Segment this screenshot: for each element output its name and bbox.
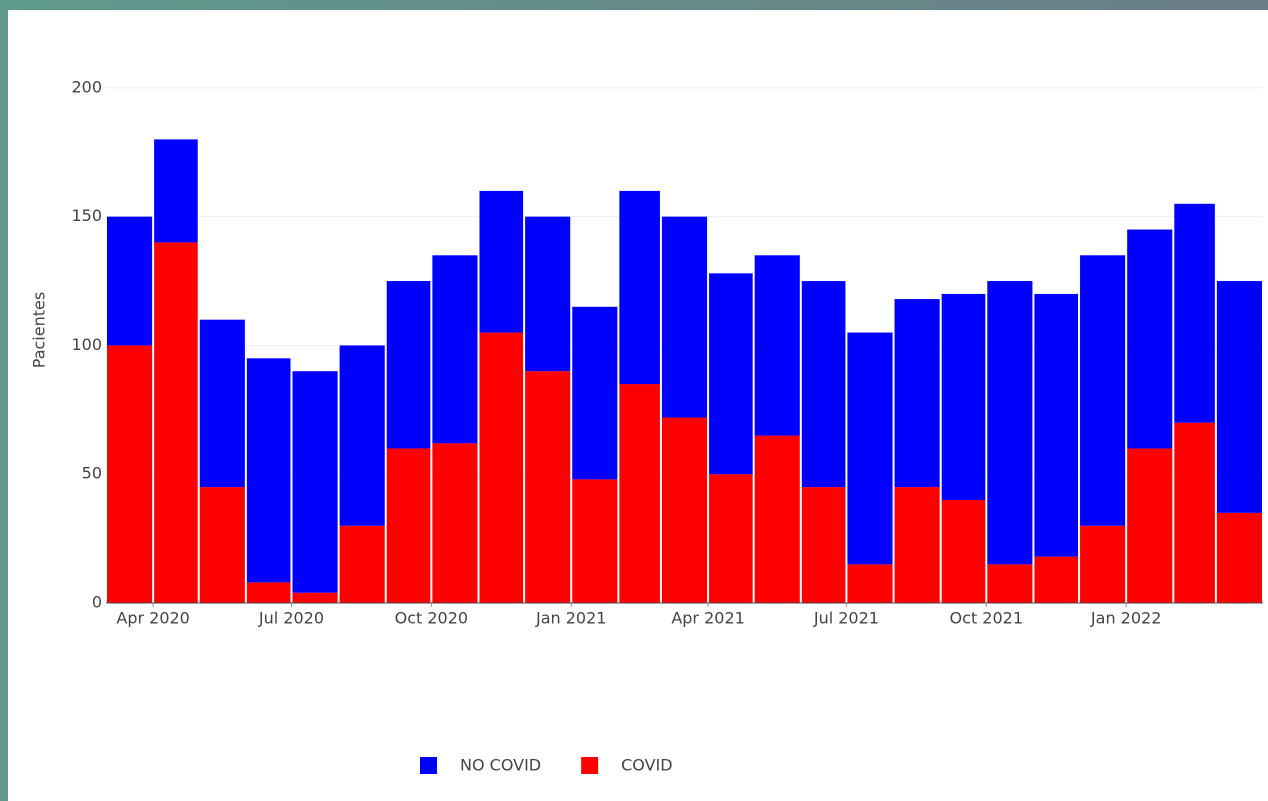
bar-segment xyxy=(894,487,940,603)
bar-segment xyxy=(525,371,571,603)
bar-segment xyxy=(339,345,385,526)
bar-segment xyxy=(801,487,846,603)
bar-segment xyxy=(619,384,660,603)
legend-label: NO COVID xyxy=(460,756,541,775)
bar-segment xyxy=(1174,422,1215,603)
bar-segment xyxy=(1127,448,1173,603)
bar-segment xyxy=(754,435,800,603)
bar-segment xyxy=(847,564,893,603)
legend-swatch xyxy=(581,757,599,774)
x-tick-label: Jan 2021 xyxy=(535,609,606,628)
x-tick-label: Jul 2020 xyxy=(258,609,324,628)
bar-segment xyxy=(801,281,846,488)
y-tick-label: 50 xyxy=(82,464,102,483)
bar-segment xyxy=(154,139,198,243)
bar-segment xyxy=(292,371,338,593)
bar-segment xyxy=(432,255,478,444)
bar-segment xyxy=(1034,556,1079,603)
bar-segment xyxy=(246,358,291,583)
bar-segment xyxy=(754,255,800,436)
legend-swatch xyxy=(420,757,437,774)
x-tick-label: Apr 2020 xyxy=(116,609,189,628)
y-axis-title: Pacientes xyxy=(30,292,49,368)
y-tick-label: 150 xyxy=(71,206,102,225)
bar-segment xyxy=(432,443,478,603)
bar-segment xyxy=(339,525,385,603)
bar-segment xyxy=(154,242,198,604)
bar-segment xyxy=(107,216,153,346)
y-tick-label: 100 xyxy=(71,335,102,354)
bar-segment xyxy=(894,299,940,488)
bar-segment xyxy=(107,345,153,603)
bar-segment xyxy=(987,564,1033,603)
x-tick-label: Jan 2022 xyxy=(1090,609,1161,628)
bar-segment xyxy=(479,190,524,333)
bar-segment xyxy=(619,190,660,385)
bar-segment xyxy=(709,273,753,475)
bar-segment xyxy=(1174,203,1215,423)
x-tick-label: Oct 2020 xyxy=(395,609,468,628)
bar-segment xyxy=(941,293,986,500)
y-tick-label: 200 xyxy=(71,77,102,96)
bar-segment xyxy=(1080,255,1126,526)
x-tick-label: Jul 2021 xyxy=(813,609,879,628)
bar-segment xyxy=(1127,229,1173,449)
bar-segment xyxy=(572,306,618,480)
bar-segment xyxy=(199,319,245,488)
bar-segment xyxy=(987,281,1033,565)
bar-segment xyxy=(479,332,524,603)
bar-segment xyxy=(386,448,431,603)
bar-segment xyxy=(1216,281,1262,513)
bar-segment xyxy=(572,479,618,603)
bar-segment xyxy=(292,592,338,603)
bar-segment xyxy=(1216,512,1262,603)
bar-segment xyxy=(386,281,431,449)
bar-segment xyxy=(661,417,708,603)
bar-segment xyxy=(246,582,291,603)
bar-segment xyxy=(661,216,708,418)
bar-segment xyxy=(525,216,571,372)
x-tick-label: Oct 2021 xyxy=(950,609,1023,628)
y-tick-label: 0 xyxy=(92,593,102,612)
bar-segment xyxy=(847,332,893,565)
bar-segment xyxy=(1034,293,1079,557)
bar-segment xyxy=(941,499,986,603)
bar-segment xyxy=(709,474,753,603)
bar-segment xyxy=(1080,525,1126,603)
bar-segment xyxy=(199,487,245,603)
legend-label: COVID xyxy=(621,756,672,775)
x-tick-label: Apr 2021 xyxy=(671,609,744,628)
